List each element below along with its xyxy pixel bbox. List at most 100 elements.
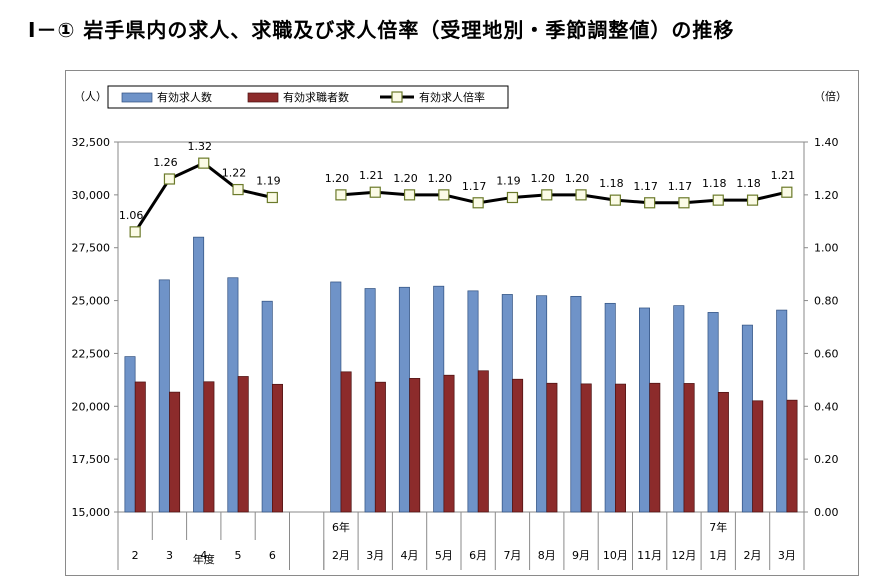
category-tick-label: 6 [269,549,276,562]
ratio-data-label: 1.17 [462,180,487,193]
bar-job-seekers [546,382,558,513]
legend-swatch-job-seekers [247,92,279,103]
ratio-marker [644,197,656,209]
ratio-marker [746,194,759,206]
legend-swatch-job-offers [121,92,153,103]
bar-job-seekers [752,400,764,513]
category-tick-label: 7月 [503,549,521,562]
ratio-marker [335,189,347,201]
left-axis-tick-label: 30,000 [72,189,111,202]
bar-job-seekers [374,381,386,513]
bar-job-offers [467,290,479,513]
category-tick-label: 2月 [332,549,350,562]
category-tick-label: 3月 [366,549,384,562]
ratio-marker [266,191,278,204]
ratio-marker [541,189,553,201]
category-tick-label: 3月 [778,549,796,562]
bar-job-seekers [203,381,215,513]
left-axis-tick-label: 25,000 [72,295,111,308]
left-axis-tick-label: 20,000 [72,400,111,413]
legend-label-job-seekers: 有効求職者数 [283,90,349,104]
category-tick-label: 1月 [709,549,727,562]
ratio-marker [781,186,793,198]
category-tick-label: 8月 [538,549,556,562]
bar-job-seekers [717,391,729,513]
ratio-data-label: 1.21 [771,169,796,182]
ratio-line [340,190,788,205]
category-tick-label: 6月 [469,549,487,562]
ratio-marker [403,189,416,201]
right-axis-unit: （倍） [814,89,847,103]
ratio-data-label: 1.26 [153,156,178,169]
chart: 15,000 17,500 20,000 22,500 25,000 27,500 30,0… [72,85,847,570]
ratio-marker [369,186,381,198]
bar-job-offers [501,294,513,513]
ratio-data-label: 1.19 [256,175,281,188]
category-tick-label: 12月 [671,549,696,562]
category-tick-label: 10月 [603,549,628,562]
bar-job-offers [707,312,719,513]
bar-job-offers [639,307,650,513]
ratio-data-label: 1.06 [119,209,143,222]
bar-job-offers [364,288,376,513]
right-axis-tick-label: 1.20 [814,189,839,202]
ratio-data-label: 1.20 [531,172,556,185]
ratio-marker [575,189,587,201]
left-axis-tick-label: 15,000 [72,506,111,519]
bar-job-offers [604,302,616,513]
bar-job-offers [193,236,205,513]
category-tick-label: 5月 [435,549,453,562]
ratio-marker [506,191,519,204]
category-tick-label: 11月 [637,549,662,562]
right-axis-tick-label: 0.00 [814,506,839,519]
bar-job-offers [741,324,753,513]
category-tick-label: 4月 [401,549,419,562]
right-axis-tick-label: 0.40 [814,400,839,413]
ratio-marker [198,157,210,169]
bar-job-offers [570,295,582,513]
ratio-data-label: 1.19 [496,175,521,188]
ratio-data-label: 1.18 [702,177,727,190]
category-tick-label: 4 [200,549,207,562]
legend-swatch-ratio-marker [391,91,403,103]
right-axis-tick-label: 1.40 [814,136,839,149]
year-marker-label: 6年 [332,520,350,534]
ratio-data-label: 1.18 [736,177,761,190]
ratio-line [133,161,273,233]
category-tick-label: 2 [132,549,139,562]
bar-job-seekers [683,383,695,513]
ratio-data-label: 1.32 [188,140,213,153]
bar-job-offers [398,286,410,513]
bar-job-offers [433,285,445,513]
ratio-data-label: 1.22 [222,167,247,180]
bar-job-seekers [443,374,455,513]
bar-job-seekers [237,376,249,513]
left-axis-tick-label: 27,500 [72,242,111,255]
ratio-data-label: 1.21 [359,169,384,182]
bar-job-seekers [649,382,661,513]
bar-job-seekers [409,378,421,513]
bar-job-offers [124,356,136,513]
bar-job-offers [227,277,239,513]
bar-job-offers [158,279,170,513]
ratio-data-label: 1.18 [599,177,624,190]
bar-job-seekers [477,370,489,513]
right-axis-tick-label: 0.20 [814,453,839,466]
bar-job-seekers [134,381,146,513]
legend-label-job-offers: 有効求人数 [157,90,212,104]
bar-job-seekers [580,383,592,513]
bar-job-seekers [786,399,798,513]
category-tick-label: 3 [166,549,173,562]
ratio-data-label: 1.20 [428,172,453,185]
category-tick-label: 2月 [744,549,762,562]
left-axis-tick-label: 17,500 [72,453,111,466]
ratio-data-label: 1.20 [325,172,350,185]
category-tick-label: 9月 [572,549,590,562]
ratio-data-label: 1.17 [633,180,658,193]
chart-frame: 15,000 17,500 20,000 22,500 25,000 27,500 30,0… [65,70,859,576]
legend-label-ratio: 有効求人倍率 [419,90,485,104]
bar-job-offers [776,309,788,513]
bar-job-seekers [512,378,524,513]
bar-job-seekers [169,391,181,513]
ratio-marker [609,194,621,206]
